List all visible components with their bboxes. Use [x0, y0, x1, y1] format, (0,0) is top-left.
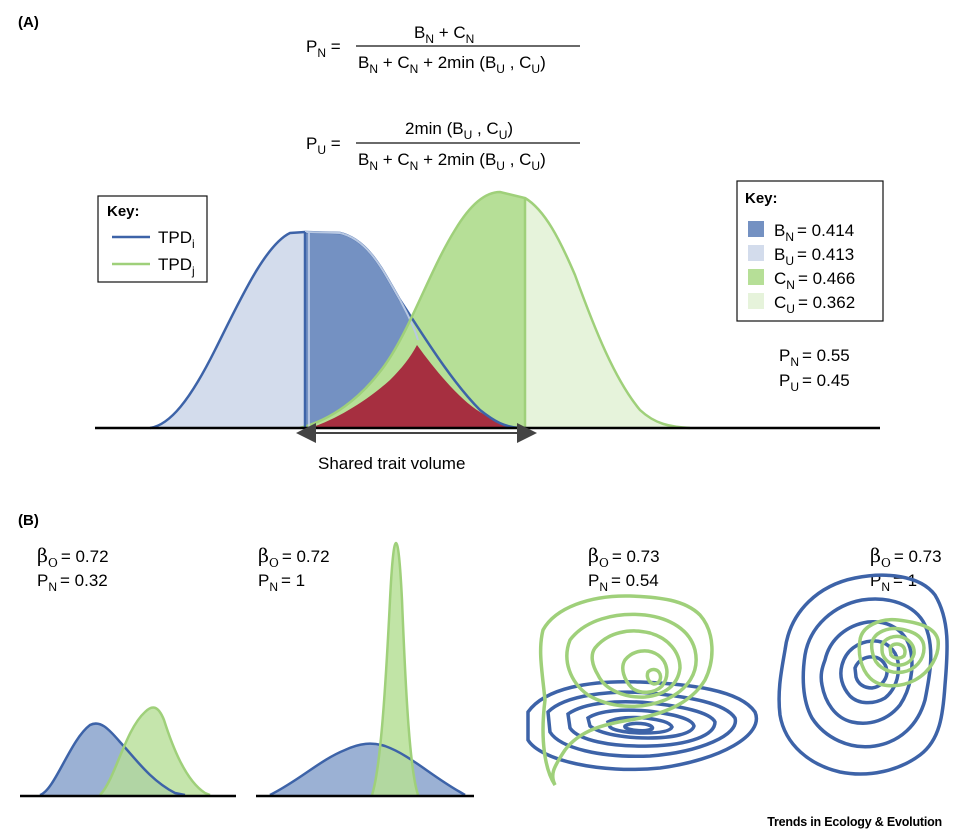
right-key-item-bn: BN = 0.414 [774, 221, 854, 244]
tpd-j-curve [299, 190, 691, 430]
region-cn [300, 192, 525, 428]
result-values: PN = 0.55 PU = 0.45 [779, 346, 850, 394]
tpd-i-upper-highlight [304, 231, 419, 341]
formula-pu: PU = 2min (BU , CU) BN + CN + 2min (BU ,… [306, 119, 580, 173]
right-key: Key: BN = 0.414 BU = 0.413 CN = 0.466 CU = 0… [736, 180, 884, 322]
left-key-title: Key: [107, 203, 140, 220]
panel-b1-labels: βO = 0.72 PN = 0.32 [37, 545, 109, 594]
b4-beta: βO = 0.73 [870, 545, 942, 570]
swatch-bu [748, 245, 764, 261]
svg-text:PN =: PN = [306, 37, 341, 60]
right-key-item-cu: CU = 0.362 [774, 293, 855, 316]
panel-b4-contours [777, 573, 949, 776]
formula-pu-lhs: P [306, 134, 317, 153]
left-key-item-tpdi: TPDi [158, 228, 195, 251]
panel-b4-labels: βO = 0.73 PN = 1 [870, 545, 942, 594]
right-key-item-cn: CN = 0.466 [774, 269, 855, 292]
region-cu [525, 198, 690, 428]
swatch-bn [748, 221, 764, 237]
left-key: Key: TPDi TPDj [97, 195, 208, 283]
shared-trait-volume-label: Shared trait volume [318, 454, 465, 473]
panel-a-label: (A) [18, 14, 39, 31]
formula-pn-denominator: BN + CN + 2min (BU , CU) [358, 53, 546, 76]
right-key-item-bu: BU = 0.413 [774, 245, 854, 268]
panel-b1-plot [20, 706, 236, 798]
formula-pn-numerator: BN + CN [414, 23, 474, 46]
svg-text:PU =: PU = [306, 134, 341, 157]
b2-pn: PN = 1 [258, 571, 305, 594]
b1-pn: PN = 0.32 [37, 571, 108, 594]
right-key-title: Key: [745, 190, 778, 207]
left-key-item-tpdj: TPDj [158, 255, 195, 278]
formula-pn-lhs-sub: N [317, 46, 326, 60]
b3-beta: βO = 0.73 [588, 545, 660, 570]
b2-beta: βO = 0.72 [258, 545, 330, 570]
b1-beta: βO = 0.72 [37, 545, 109, 570]
panel-b-label: (B) [18, 512, 39, 529]
region-bu [150, 232, 305, 428]
swatch-cu [748, 293, 764, 309]
region-overlap [310, 345, 520, 428]
panel-b2-plot [256, 541, 474, 798]
panel-b2-labels: βO = 0.72 PN = 1 [258, 545, 330, 594]
formula-pu-numerator: 2min (BU , CU) [405, 119, 513, 142]
formula-pu-denominator: BN + CN + 2min (BU , CU) [358, 150, 546, 173]
b3-pn: PN = 0.54 [588, 571, 659, 594]
formula-pu-lhs-sub: U [317, 143, 326, 157]
swatch-cn [748, 269, 764, 285]
tpd-distributions [95, 190, 880, 443]
journal-credit: Trends in Ecology & Evolution [767, 815, 942, 829]
panel-b3-contours [526, 594, 759, 786]
formula-pn: PN = BN + CN BN + CN + 2min (BU , CU) [306, 23, 580, 76]
result-pu: PU = 0.45 [779, 371, 850, 394]
panel-b3-labels: βO = 0.73 PN = 0.54 [588, 545, 660, 594]
formula-pn-lhs: P [306, 37, 317, 56]
result-pn: PN = 0.55 [779, 346, 850, 369]
